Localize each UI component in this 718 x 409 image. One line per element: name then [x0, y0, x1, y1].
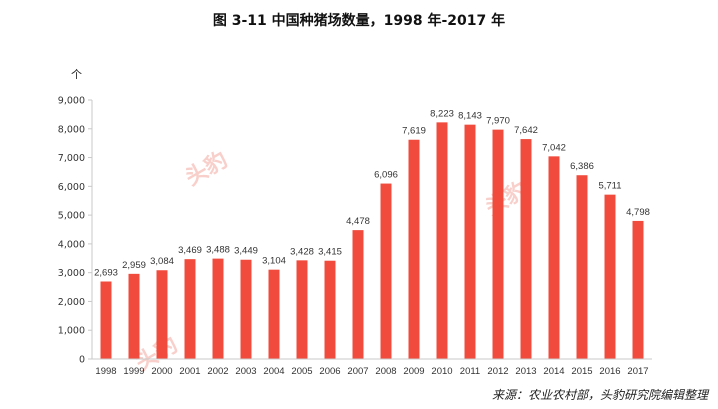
x-tick-label: 2003 — [235, 366, 256, 377]
bar-2006 — [324, 260, 336, 359]
x-tick-label: 2008 — [375, 366, 396, 377]
data-label: 3,084 — [150, 256, 174, 267]
chart-title: 图 3-11 中国种猪场数量，1998 年-2017 年 — [212, 13, 506, 29]
x-tick-label: 2004 — [263, 366, 284, 377]
y-tick-label: 3,000 — [58, 268, 85, 279]
data-label: 5,711 — [598, 181, 621, 192]
data-label: 6,386 — [570, 161, 594, 172]
data-label: 7,042 — [542, 142, 566, 153]
x-tick-label: 1998 — [95, 366, 116, 377]
x-tick-label: 1999 — [123, 366, 144, 377]
bar-2005 — [296, 260, 308, 359]
y-tick-label: 0 — [79, 355, 85, 366]
x-tick-label: 2013 — [515, 366, 536, 377]
bar-1999 — [128, 273, 140, 359]
bar-2012 — [492, 129, 504, 359]
y-tick-label: 2,000 — [58, 297, 85, 308]
data-label: 2,693 — [94, 268, 118, 279]
x-tick-label: 2011 — [460, 366, 480, 377]
data-label: 2,959 — [122, 260, 146, 271]
bar-2013 — [520, 139, 532, 359]
data-label: 3,415 — [318, 247, 342, 258]
data-label: 8,223 — [430, 108, 454, 119]
x-axis: 1998 1999 2000 2001 2002 2003 2004 2005 2006 2007… — [92, 358, 652, 377]
data-label: 7,642 — [514, 125, 538, 136]
data-label: 8,143 — [458, 111, 482, 122]
x-tick-label: 2012 — [487, 366, 508, 377]
data-label: 3,469 — [178, 245, 202, 256]
x-tick-label: 2001 — [179, 366, 200, 377]
x-tick-label: 2016 — [599, 366, 620, 377]
x-tick-label: 2017 — [627, 366, 648, 377]
y-tick-label: 6,000 — [58, 182, 85, 193]
y-tick-label: 4,000 — [58, 239, 85, 250]
bar-2011 — [464, 124, 476, 359]
data-label: 3,488 — [206, 245, 230, 256]
bar-2015 — [576, 175, 588, 359]
bar-2003 — [240, 259, 252, 359]
y-tick-label: 1,000 — [58, 326, 85, 337]
y-tick-label: 8,000 — [58, 124, 85, 135]
y-axis: 0 1,000 2,000 3,000 4,000 5,000 6,000 7,000 8,00… — [58, 96, 93, 366]
data-label: 4,798 — [626, 207, 650, 218]
source-note: 来源：农业农村部，头豹研究院编辑整理 — [491, 388, 708, 402]
y-tick-label: 7,000 — [58, 153, 85, 164]
bar-2017 — [632, 220, 644, 359]
bar-2007 — [352, 230, 364, 359]
bar-2001 — [184, 259, 196, 359]
bar-2008 — [380, 183, 392, 359]
watermark-logo: 头豹 — [181, 147, 232, 192]
x-tick-label: 2005 — [291, 366, 312, 377]
data-labels: 2,693 2,959 3,084 3,469 3,488 3,449 3,104 3,428… — [94, 108, 650, 278]
x-tick-label: 2015 — [571, 366, 592, 377]
bar-2000 — [156, 270, 168, 359]
data-label: 3,104 — [262, 256, 286, 267]
bar-2004 — [268, 269, 280, 359]
bar-2014 — [548, 156, 560, 359]
bar-1998 — [100, 281, 112, 359]
x-tick-label: 2007 — [347, 366, 368, 377]
bar-2009 — [408, 139, 420, 359]
bar-2016 — [604, 194, 616, 359]
x-tick-label: 2009 — [403, 366, 424, 377]
y-tick-label: 5,000 — [58, 211, 85, 222]
bar-2010 — [436, 122, 448, 359]
x-tick-label: 2006 — [319, 366, 340, 377]
data-label: 7,970 — [486, 116, 510, 127]
y-axis-unit: 个 — [71, 68, 82, 81]
data-label: 6,096 — [374, 170, 398, 181]
x-tick-label: 2010 — [431, 366, 452, 377]
data-label: 3,428 — [290, 246, 314, 257]
data-label: 3,449 — [234, 246, 258, 257]
x-tick-label: 2002 — [207, 366, 228, 377]
data-label: 7,619 — [402, 126, 426, 137]
x-tick-label: 2000 — [151, 366, 172, 377]
bars — [100, 122, 644, 359]
bar-2002 — [212, 258, 224, 359]
data-label: 4,478 — [346, 216, 370, 227]
x-tick-label: 2014 — [543, 366, 564, 377]
y-tick-label: 9,000 — [58, 96, 85, 107]
